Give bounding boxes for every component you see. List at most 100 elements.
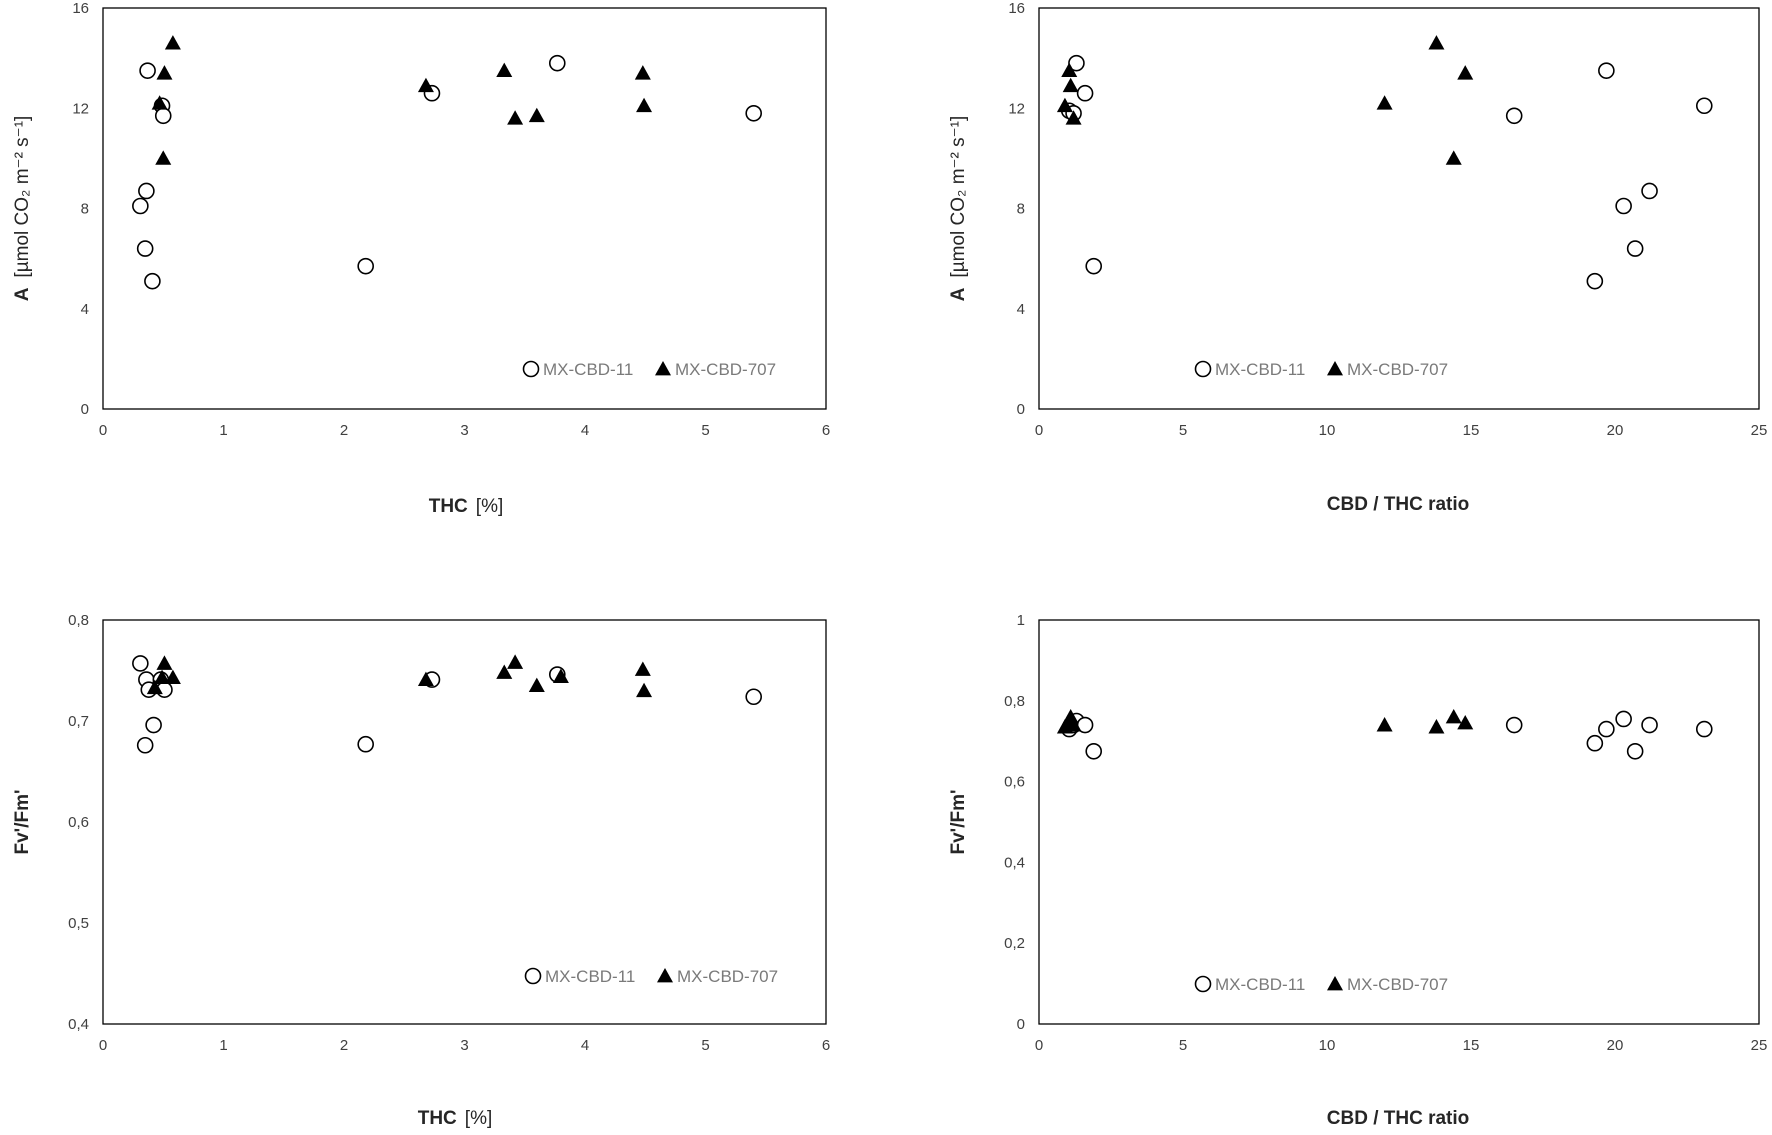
y-axis-label: A [948,287,969,301]
y-tick-label: 8 [1017,201,1025,218]
point-mx-cbd-11 [1076,84,1094,102]
point-mx-cbd-707 [528,107,545,123]
x-tick-label: 3 [460,1037,468,1054]
x-tick-label: 6 [822,422,830,439]
y-tick-label: 12 [72,100,89,117]
point-mx-cbd-707 [1062,77,1079,93]
x-tick-label: 5 [1179,422,1187,439]
point-mx-cbd-11 [357,257,374,275]
point-mx-cbd-11 [1695,720,1713,738]
point-mx-cbd-707 [417,77,434,93]
point-mx-cbd-11 [1586,734,1604,752]
point-mx-cbd-707 [154,669,171,684]
legend-marker-mx-cbd-11 [1194,975,1212,993]
y-tick-label: 0,8 [68,612,89,629]
y-axis-unit: [µmol CO₂ m⁻² s⁻¹] [12,116,33,278]
x-tick-label: 1 [219,1037,227,1054]
chart-Fv_vs_THC: 0 1 2 3 4 5 6 0,4 0,5 0,6 0,7 0,8 THC [%] Fv'/Fm' MX-CB… [12,612,830,1129]
point-mx-cbd-707 [1065,717,1082,732]
x-tick-label: 25 [1751,422,1768,439]
point-mx-cbd-11 [145,716,162,734]
legend-marker-mx-cbd-707 [657,968,673,983]
plot-frame [1038,619,1760,1025]
point-mx-cbd-11 [745,688,763,706]
point-mx-cbd-11 [1626,240,1644,257]
legend: MX-CBD-11 MX-CBD-707 [524,967,778,986]
point-mx-cbd-707 [1445,708,1462,724]
x-tick-label: 10 [1319,1037,1336,1054]
x-tick-label: 0 [1035,422,1043,439]
point-mx-cbd-11 [1598,62,1615,79]
y-axis-label: A [12,287,33,301]
point-mx-cbd-707 [1056,97,1073,113]
point-mx-cbd-707 [156,655,173,670]
point-mx-cbd-707 [1428,719,1445,734]
point-mx-cbd-11 [154,107,172,125]
point-mx-cbd-707 [1065,110,1082,125]
y-axis-label: Fv'/Fm' [12,790,33,855]
x-tick-label: 25 [1751,1037,1768,1054]
x-tick-label: 0 [1035,1037,1043,1054]
chart-A_vs_ratio: 0 5 10 15 20 25 0 4 8 12 16 CBD / THC ratio A [µmol C… [948,0,1767,515]
point-mx-cbd-707 [552,668,569,683]
point-mx-cbd-707 [496,664,513,679]
legend-marker-mx-cbd-707 [655,361,671,376]
point-mx-cbd-707 [164,669,181,684]
plot-frame [1038,7,1760,410]
y-tick-label: 12 [1008,100,1025,117]
point-mx-cbd-11 [548,54,566,72]
y-tick-label: 4 [1017,301,1025,318]
point-mx-cbd-707 [636,97,653,113]
point-mx-cbd-707 [156,65,173,80]
point-mx-cbd-707 [1376,95,1393,110]
y-tick-label: 0,5 [68,915,89,932]
x-tick-label: 2 [340,422,348,439]
point-mx-cbd-707 [528,677,545,693]
legend-marker-mx-cbd-707 [1327,976,1343,991]
plot-frame [102,619,827,1025]
point-mx-cbd-707 [155,150,172,165]
point-mx-cbd-707 [1061,62,1078,78]
point-mx-cbd-11 [138,182,155,200]
point-mx-cbd-707 [151,95,168,110]
x-tick-label: 10 [1319,422,1336,439]
x-tick-label: 1 [219,422,227,439]
point-mx-cbd-11 [136,736,154,754]
legend-marker-mx-cbd-11 [1194,360,1212,378]
point-mx-cbd-11 [1598,720,1615,738]
point-mx-cbd-11 [1068,54,1085,72]
legend-label-mx-cbd-707: MX-CBD-707 [675,360,776,379]
y-tick-label: 0,2 [1004,935,1025,952]
point-mx-cbd-11 [1505,107,1523,125]
y-axis-title: Fv'/Fm' [948,790,969,855]
point-mx-cbd-707 [634,661,651,676]
y-tick-label: 0 [81,401,89,418]
x-axis-title: THC [%] [418,1108,493,1129]
legend-label-mx-cbd-707: MX-CBD-707 [1347,975,1448,994]
point-mx-cbd-707 [507,654,524,669]
x-tick-label: 20 [1607,1037,1624,1054]
point-mx-cbd-11 [357,735,374,753]
legend-label-mx-cbd-707: MX-CBD-707 [677,967,778,986]
y-axis-label: Fv'/Fm' [948,790,969,855]
y-tick-label: 8 [81,201,89,218]
x-axis-title: CBD / THC ratio [1327,494,1470,515]
point-mx-cbd-11 [1586,272,1604,290]
point-mx-cbd-707 [636,682,653,698]
point-mx-cbd-11 [1641,716,1658,734]
point-mx-cbd-707 [1457,715,1474,730]
legend-label-mx-cbd-11: MX-CBD-11 [545,967,635,986]
legend: MX-CBD-11 MX-CBD-707 [1194,975,1448,994]
y-tick-label: 1 [1017,612,1025,629]
y-axis-title: A [µmol CO₂ m⁻² s⁻¹] [12,116,33,302]
point-mx-cbd-11 [1615,197,1632,215]
legend-marker-mx-cbd-707 [1327,361,1343,376]
y-axis-title: Fv'/Fm' [12,790,33,855]
legend-label-mx-cbd-707: MX-CBD-707 [1347,360,1448,379]
y-tick-label: 16 [1008,0,1025,17]
x-axis-label: CBD / THC ratio [1327,494,1470,515]
legend-marker-mx-cbd-11 [522,360,540,378]
x-tick-label: 15 [1463,422,1480,439]
